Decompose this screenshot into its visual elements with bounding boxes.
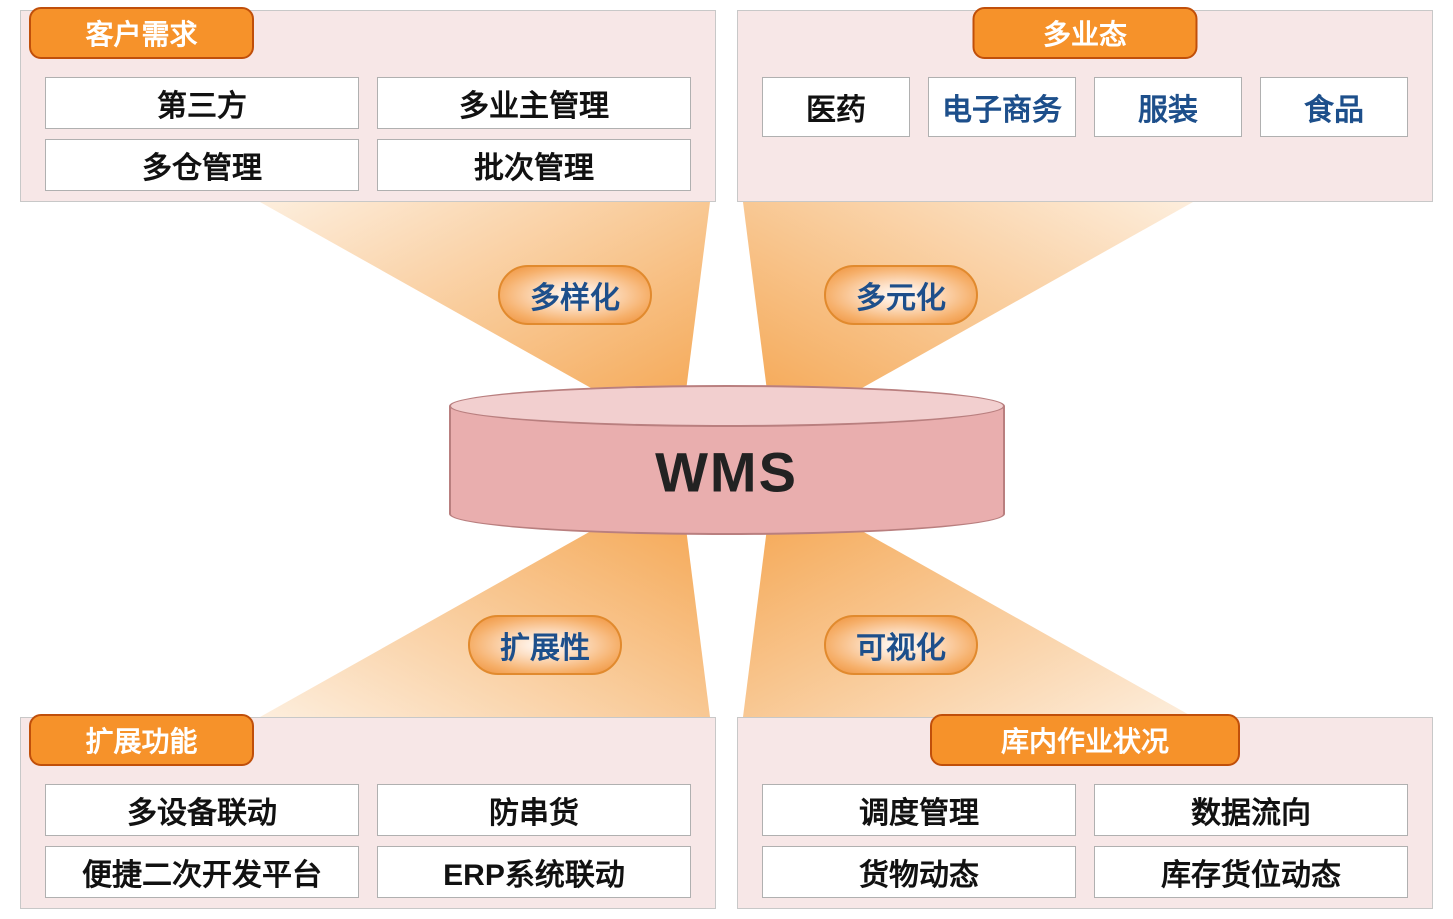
cell: 食品	[1260, 77, 1408, 137]
cell: 多仓管理	[45, 139, 359, 191]
panel-body-industries: 医药 电子商务 服装 食品	[738, 71, 1432, 137]
panel-industries: 多业态 医药 电子商务 服装 食品	[737, 10, 1433, 202]
cell: 多业主管理	[377, 77, 691, 129]
cell-label: 货物动态	[859, 850, 979, 894]
cell: 库存货位动态	[1094, 846, 1408, 898]
cell: 调度管理	[762, 784, 1076, 836]
pill-extensible: 扩展性	[468, 615, 622, 675]
panel-customer-needs: 客户需求 第三方 多业主管理 多仓管理 批次管理	[20, 10, 716, 202]
cell-label: 防串货	[489, 788, 579, 832]
panel-header-industries: 多业态	[973, 7, 1198, 59]
center-cylinder: WMS	[449, 385, 1005, 535]
cell-label: 数据流向	[1191, 788, 1311, 832]
cyl-top-ellipse	[449, 385, 1005, 427]
panel-body-extensions: 多设备联动 防串货 便捷二次开发平台 ERP系统联动	[21, 778, 715, 898]
cell-label: ERP系统联动	[443, 850, 625, 894]
pill-visual: 可视化	[824, 615, 978, 675]
cell: 服装	[1094, 77, 1242, 137]
cell-label: 服装	[1138, 85, 1198, 129]
pill-multiform: 多元化	[824, 265, 978, 325]
cell: 第三方	[45, 77, 359, 129]
cell-label: 调度管理	[859, 788, 979, 832]
cell-label: 便捷二次开发平台	[82, 850, 322, 894]
pill-label: 可视化	[856, 632, 946, 665]
panel-header-label: 扩展功能	[85, 726, 197, 757]
pill-label: 多样化	[530, 282, 620, 315]
cell-label: 批次管理	[474, 143, 594, 187]
cell: ERP系统联动	[377, 846, 691, 898]
cyl-label: WMS	[449, 439, 1005, 504]
panel-header-warehouse-ops: 库内作业状况	[930, 714, 1240, 766]
cell-label: 医药	[806, 85, 866, 129]
cell-label: 多设备联动	[127, 788, 277, 832]
cell: 批次管理	[377, 139, 691, 191]
pill-diverse: 多样化	[498, 265, 652, 325]
panel-header-extensions: 扩展功能	[29, 714, 254, 766]
panel-body-warehouse-ops: 调度管理 数据流向 货物动态 库存货位动态	[738, 778, 1432, 898]
cell: 医药	[762, 77, 910, 137]
cell-label: 库存货位动态	[1161, 850, 1341, 894]
cell-label: 第三方	[157, 81, 247, 125]
cell-label: 电子商务	[942, 85, 1062, 129]
cell: 数据流向	[1094, 784, 1408, 836]
cell-label: 多业主管理	[459, 81, 609, 125]
panel-header-customer-needs: 客户需求	[29, 7, 254, 59]
pill-label: 多元化	[856, 282, 946, 315]
panel-extensions: 扩展功能 多设备联动 防串货 便捷二次开发平台 ERP系统联动	[20, 717, 716, 909]
cell-label: 食品	[1304, 85, 1364, 129]
cell: 便捷二次开发平台	[45, 846, 359, 898]
panel-header-label: 客户需求	[85, 19, 197, 50]
cell: 防串货	[377, 784, 691, 836]
panel-body-customer-needs: 第三方 多业主管理 多仓管理 批次管理	[21, 71, 715, 191]
pill-label: 扩展性	[500, 632, 590, 665]
panel-header-label: 多业态	[1043, 19, 1127, 50]
cell-label: 多仓管理	[142, 143, 262, 187]
cell: 货物动态	[762, 846, 1076, 898]
cell: 电子商务	[928, 77, 1076, 137]
cell: 多设备联动	[45, 784, 359, 836]
panel-warehouse-ops: 库内作业状况 调度管理 数据流向 货物动态 库存货位动态	[737, 717, 1433, 909]
panel-header-label: 库内作业状况	[1001, 726, 1169, 757]
